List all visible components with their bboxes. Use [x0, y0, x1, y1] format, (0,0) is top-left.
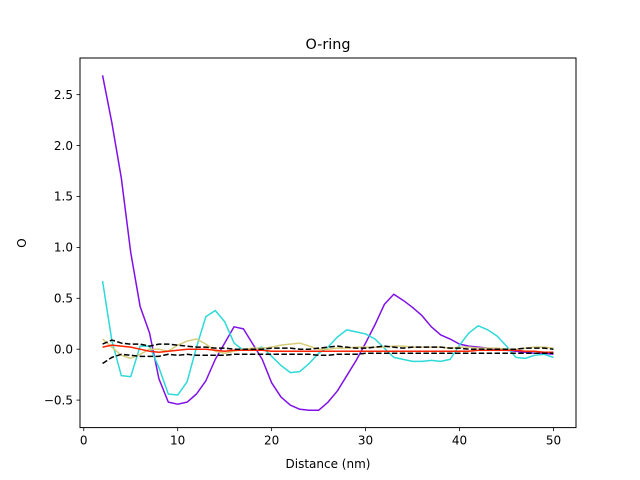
y-tick-label: 1.0 — [54, 241, 73, 255]
x-tick-label: 30 — [358, 434, 373, 448]
series-line-4 — [102, 344, 554, 353]
x-tick-label: 0 — [80, 434, 88, 448]
x-tick-label: 20 — [264, 434, 279, 448]
x-tick-label: 40 — [452, 434, 467, 448]
series-layer — [101, 75, 554, 412]
x-ticks: 0 10 20 30 40 50 — [80, 427, 561, 448]
x-tick-label: 50 — [546, 434, 561, 448]
series-line-2 — [101, 280, 554, 396]
y-axis-label: O — [15, 238, 29, 247]
x-axis-label: Distance (nm) — [286, 457, 371, 471]
series-line-1 — [101, 75, 554, 412]
y-tick-label: 0.5 — [54, 291, 73, 305]
chart-title: O-ring — [305, 37, 350, 53]
y-tick-label: −0.5 — [44, 393, 73, 407]
x-tick-label: 10 — [170, 434, 185, 448]
series-line-3 — [102, 338, 554, 360]
y-tick-label: 2.5 — [54, 88, 73, 102]
y-tick-label: 1.5 — [54, 190, 73, 204]
plot-frame — [79, 57, 577, 429]
y-tick-label: 0.0 — [54, 342, 73, 356]
y-ticks: −0.5 0.0 0.5 1.0 1.5 2.0 2.5 — [44, 88, 80, 407]
y-tick-label: 2.0 — [54, 139, 73, 153]
